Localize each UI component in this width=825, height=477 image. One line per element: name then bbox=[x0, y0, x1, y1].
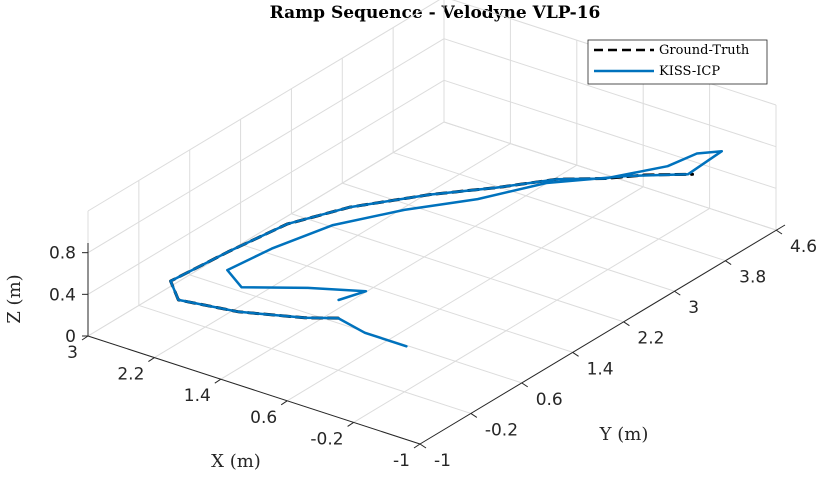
floor-gridline-x bbox=[286, 186, 644, 402]
y-tick-mark bbox=[623, 321, 630, 327]
y-tick-label: -1 bbox=[434, 451, 451, 471]
side-gridline-horizontal bbox=[87, 121, 445, 337]
z-tick-label: 0.8 bbox=[49, 244, 76, 264]
x-tick-label: 2.2 bbox=[117, 365, 144, 385]
axes bbox=[81, 224, 786, 449]
y-tick-label: 0.6 bbox=[536, 390, 563, 410]
y-tick-mark bbox=[470, 413, 478, 418]
side-gridline-horizontal bbox=[87, 0, 440, 212]
x-tick-mark bbox=[214, 378, 222, 384]
y-tick-mark bbox=[572, 351, 579, 357]
x-axis-label: X (m) bbox=[211, 451, 261, 472]
kiss-icp-trajectory bbox=[169, 149, 724, 348]
y-tick-label: 4.6 bbox=[790, 237, 817, 257]
x-tick-labels: 3 2.2 1.4 0.6 -0.2 -1 bbox=[67, 343, 410, 471]
y-tick-mark bbox=[674, 290, 681, 296]
x-tick-label: -1 bbox=[393, 451, 410, 471]
y-tick-label: 3.8 bbox=[739, 268, 766, 288]
grid-back-wall bbox=[443, 0, 777, 231]
floor-gridline-y bbox=[138, 304, 472, 414]
x-tick-mark bbox=[280, 400, 288, 406]
y-axis-line bbox=[419, 224, 786, 445]
z-tick-label: 0 bbox=[65, 327, 76, 347]
z-tick-labels: 0 0.4 0.8 bbox=[49, 244, 76, 347]
x-tick-label: -0.2 bbox=[310, 429, 343, 449]
y-tick-label: 2.2 bbox=[637, 329, 664, 349]
legend-kiss-icp-label: KISS-ICP bbox=[659, 64, 720, 79]
floor-gridline-y bbox=[240, 243, 573, 353]
y-tick-mark bbox=[419, 443, 427, 449]
back-gridline-horizontal bbox=[443, 79, 777, 189]
x-tick-mark bbox=[148, 357, 155, 363]
tick-marks bbox=[81, 229, 783, 449]
floor-gridline-x bbox=[353, 207, 710, 423]
y-tick-mark bbox=[775, 229, 783, 235]
floor-gridline-x bbox=[220, 164, 578, 380]
y-tick-label: 1.4 bbox=[587, 359, 614, 379]
floor-gridline-y bbox=[291, 213, 624, 323]
floor-gridline-y bbox=[392, 152, 726, 262]
z-axis-label: Z (m) bbox=[4, 274, 25, 323]
side-gridline-horizontal bbox=[87, 38, 445, 254]
x-tick-mark bbox=[413, 443, 421, 449]
y-tick-mark bbox=[521, 382, 528, 388]
x-tick-label: 0.6 bbox=[250, 408, 277, 428]
z-tick-label: 0.4 bbox=[49, 285, 76, 305]
x-tick-mark bbox=[81, 335, 89, 341]
back-gridline-horizontal bbox=[443, 121, 777, 231]
y-tick-label: -0.2 bbox=[485, 420, 518, 440]
chart-title: Ramp Sequence - Velodyne VLP-16 bbox=[270, 3, 601, 23]
side-gridline-horizontal bbox=[87, 79, 445, 295]
x-tick-label: 3 bbox=[67, 343, 78, 363]
legend: Ground-Truth KISS-ICP bbox=[587, 39, 768, 85]
y-tick-label: 3 bbox=[688, 298, 699, 318]
series-layer bbox=[169, 149, 724, 348]
grid-side-wall bbox=[87, 0, 445, 337]
floor-gridline-x bbox=[154, 143, 511, 359]
y-tick-mark bbox=[724, 260, 732, 265]
x-axis-line bbox=[87, 335, 421, 445]
x-tick-label: 1.4 bbox=[184, 386, 211, 406]
x-tick-mark bbox=[347, 421, 354, 427]
back-gridline-horizontal bbox=[443, 38, 777, 148]
y-axis-label: Y (m) bbox=[599, 424, 649, 445]
legend-ground-truth-label: Ground-Truth bbox=[659, 43, 750, 58]
y-tick-labels: -1 -0.2 0.6 1.4 2.2 3 3.8 4.6 bbox=[434, 237, 817, 471]
legend-box bbox=[587, 39, 768, 85]
ground-truth-trajectory bbox=[169, 172, 694, 320]
